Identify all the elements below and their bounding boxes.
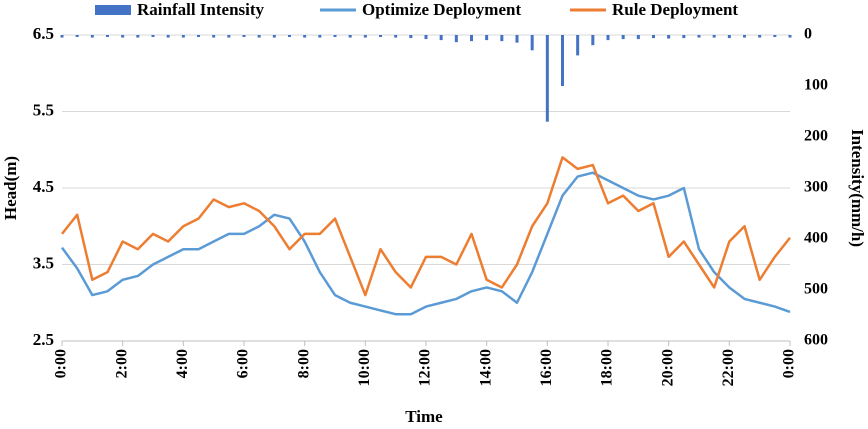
rain-bar [348, 35, 352, 38]
rain-bar [181, 35, 185, 38]
rain-bar [257, 35, 261, 38]
rain-bar [773, 35, 777, 38]
y2-tick-label: 400 [804, 230, 828, 247]
rain-bar [424, 35, 428, 40]
rain-bar [636, 35, 640, 40]
rain-bar [303, 35, 307, 38]
x-tick-label: 22:00 [720, 349, 737, 386]
y2-tick-label: 600 [804, 332, 828, 349]
rain-bar [439, 35, 443, 41]
rain-bar [591, 35, 595, 46]
x-tick-label: 12:00 [417, 349, 434, 386]
rain-bar [652, 35, 655, 39]
rain-bar [318, 35, 322, 38]
y2-tick-label: 0 [804, 26, 812, 43]
x-tick-label: 2:00 [113, 349, 130, 378]
rain-bar [242, 35, 246, 38]
y2-tick-label: 500 [804, 281, 828, 298]
rain-bar [454, 35, 458, 43]
rain-bar [288, 35, 291, 38]
rain-bar [530, 35, 534, 51]
rain-bar [697, 35, 701, 38]
x-tick-label: 10:00 [356, 349, 373, 386]
rain-bar [272, 35, 276, 38]
rain-bar [515, 35, 519, 43]
line [61, 156, 791, 297]
y2-tick-label: 100 [804, 77, 828, 94]
x-tick-label: 8:00 [295, 349, 312, 378]
x-tick-label: 0:00 [53, 349, 70, 378]
x-tick-label: 16:00 [538, 349, 555, 386]
rain-bar [212, 35, 216, 38]
rain-bar [576, 35, 580, 56]
rain-bar [667, 35, 671, 39]
rain-bar [166, 35, 170, 38]
rain-bar [758, 35, 762, 38]
rain-bar [561, 35, 564, 86]
x-tick-label: 0:00 [781, 349, 798, 378]
line [60, 171, 791, 316]
y-tick-label: 4.5 [33, 177, 54, 196]
x-tick-label: 20:00 [659, 349, 676, 386]
y2-tick-label: 300 [804, 179, 828, 196]
rain-bar [90, 35, 94, 38]
legend-label: Optimize Deployment [362, 0, 521, 19]
rain-bar [545, 35, 549, 122]
rain-bar [409, 35, 413, 39]
rain-bar [500, 35, 504, 42]
y-tick-label: 5.5 [33, 100, 54, 119]
rain-bar [727, 35, 731, 39]
rain-bar [151, 35, 155, 38]
x-tick-label: 6:00 [235, 349, 252, 378]
rain-bar [743, 35, 746, 38]
rain-bar [682, 35, 686, 39]
rain-bar [470, 35, 473, 42]
x-tick-label: 4:00 [174, 349, 191, 378]
rain-bar [379, 35, 382, 38]
y-tick-label: 3.5 [33, 253, 54, 272]
rain-bar [121, 35, 125, 38]
legend-swatch [95, 5, 131, 15]
legend-label: Rainfall Intensity [137, 0, 265, 19]
y-axis-label: Head(m) [1, 156, 20, 220]
rain-bar [227, 35, 231, 38]
legend-label: Rule Deployment [612, 0, 738, 19]
rain-bar [60, 35, 64, 38]
rain-bar [197, 35, 200, 38]
rain-bar [394, 35, 398, 38]
rain-bar [712, 35, 716, 38]
x-tick-label: 14:00 [477, 349, 494, 386]
x-tick-label: 18:00 [599, 349, 616, 386]
rain-bar [136, 35, 140, 38]
y2-tick-label: 200 [804, 128, 828, 145]
rain-bar [788, 35, 792, 38]
rain-bar [606, 35, 610, 41]
y2-axis-label: Intensity(mm/h) [848, 129, 867, 247]
rain-bar [333, 35, 337, 38]
rain-bar [363, 35, 367, 38]
y-tick-label: 6.5 [33, 24, 54, 43]
y-tick-label: 2.5 [33, 330, 54, 349]
rain-bar [621, 35, 625, 40]
x-axis-label: Time [405, 407, 443, 426]
rain-bar [485, 35, 489, 41]
rain-bar [75, 35, 79, 38]
rain-bar [106, 35, 109, 38]
